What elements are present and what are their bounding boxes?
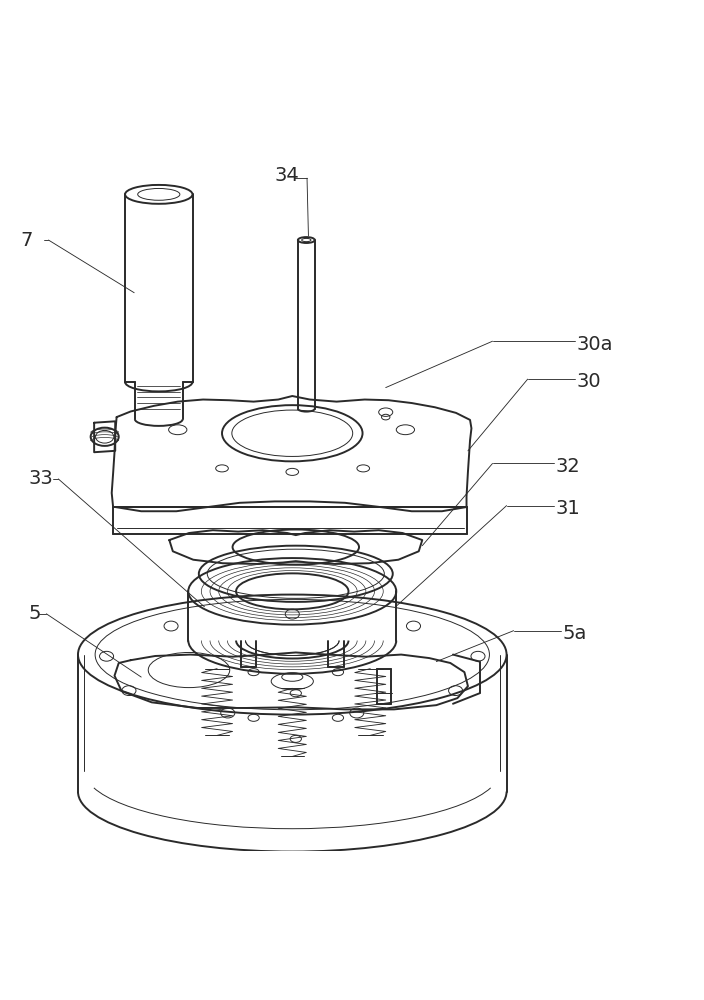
Text: 33: 33 bbox=[29, 469, 54, 488]
Text: 32: 32 bbox=[555, 457, 581, 476]
Text: 7: 7 bbox=[20, 231, 33, 250]
Text: 30: 30 bbox=[577, 372, 601, 391]
Text: 34: 34 bbox=[275, 166, 299, 185]
Text: 30a: 30a bbox=[577, 335, 613, 354]
Text: 5a: 5a bbox=[562, 624, 587, 643]
Text: 5: 5 bbox=[29, 604, 42, 623]
Text: 31: 31 bbox=[555, 499, 581, 518]
